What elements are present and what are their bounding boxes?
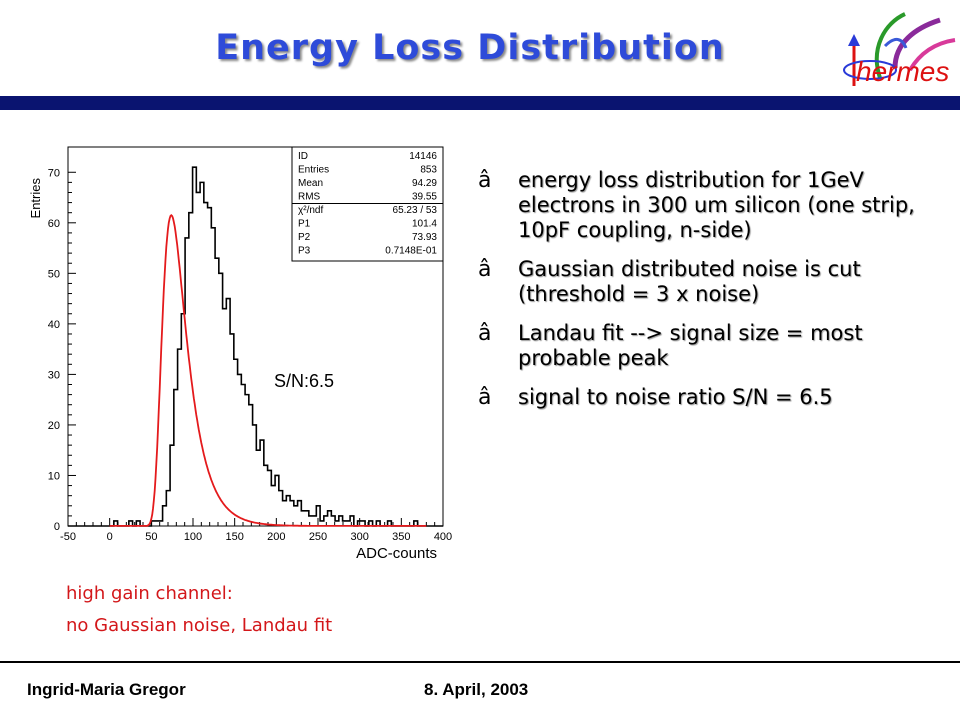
- x-tick-label: 200: [267, 531, 285, 543]
- logo-swoosh-blue: [883, 38, 908, 49]
- bullet-icon: â: [478, 385, 492, 410]
- stats-value: 94.29: [412, 178, 437, 189]
- bullet-icon: â: [478, 168, 492, 193]
- x-tick-label: 250: [309, 531, 327, 543]
- x-axis-label: ADC-counts: [356, 545, 437, 562]
- bullet-icon: â: [478, 321, 492, 346]
- y-tick-label: 40: [48, 319, 60, 331]
- stats-key: ID: [298, 151, 308, 162]
- y-tick-label: 20: [48, 420, 60, 432]
- bullet-item: â signal to noise ratio S/N = 6.5: [478, 385, 938, 410]
- bullet-item: â energy loss distribution for 1GeV elect…: [478, 168, 938, 243]
- stats-key: RMS: [298, 192, 321, 203]
- stats-box: ID 14146 Entries 853 Mean 94.29 RMS 39.55 χ²/ndf…: [291, 146, 444, 262]
- histogram-series: [68, 166, 443, 527]
- y-tick-label: 60: [48, 218, 60, 230]
- stats-value: 65.23 / 53: [393, 205, 438, 216]
- footer-divider: [0, 661, 960, 663]
- x-tick-label: 0: [107, 531, 113, 543]
- bullet-text: Landau fit --> signal size = most probab…: [518, 321, 863, 370]
- y-tick-label: 10: [48, 470, 60, 482]
- header-bar: [0, 96, 960, 110]
- logo-arrowhead: [848, 34, 860, 46]
- caption-line-2: no Gaussian noise, Landau fit: [66, 615, 333, 636]
- x-tick-label: 100: [184, 531, 202, 543]
- logo-swoosh-green: [874, 12, 906, 79]
- footer-date: 8. April, 2003: [424, 680, 529, 699]
- bullet-text: Gaussian distributed noise is cut (thres…: [518, 257, 861, 306]
- footer-author: Ingrid-Maria Gregor: [27, 680, 186, 699]
- x-tick-label: -50: [60, 531, 76, 543]
- sn-annotation: S/N:6.5: [274, 371, 334, 391]
- stats-value: 39.55: [412, 192, 437, 203]
- chart-caption: high gain channel: no Gaussian noise, La…: [66, 578, 332, 642]
- bullet-text: energy loss distribution for 1GeV electr…: [518, 168, 915, 242]
- stats-value: 14146: [409, 151, 437, 162]
- bullet-list: â energy loss distribution for 1GeV elect…: [478, 168, 938, 424]
- x-tick-label: 350: [392, 531, 410, 543]
- logo-swoosh-purple: [892, 17, 941, 69]
- stats-value: 0.7148E-01: [385, 246, 437, 257]
- stats-key: Mean: [298, 178, 323, 189]
- stats-value: 853: [420, 165, 437, 176]
- x-tick-label: 50: [145, 531, 157, 543]
- stats-value: 73.93: [412, 232, 437, 243]
- bullet-icon: â: [478, 257, 492, 282]
- x-tick-label: 400: [434, 531, 452, 543]
- stats-key: P1: [298, 219, 311, 230]
- y-axis-label: Entries: [28, 178, 43, 219]
- landau-fit-curve: [109, 213, 427, 527]
- bullet-item: â Gaussian distributed noise is cut (thre…: [478, 257, 938, 307]
- stats-key: P3: [298, 246, 311, 257]
- y-tick-label: 50: [48, 268, 60, 280]
- y-tick-label: 70: [48, 167, 60, 179]
- y-tick-label: 0: [54, 521, 60, 533]
- x-tick-label: 300: [350, 531, 368, 543]
- stats-key: χ²/ndf: [298, 205, 323, 216]
- logo-ring: [843, 60, 897, 80]
- stats-key: P2: [298, 232, 311, 243]
- slide-title: Energy Loss Distribution: [215, 28, 725, 68]
- y-tick-label: 30: [48, 369, 60, 381]
- stats-value: 101.4: [412, 219, 437, 230]
- logo-swoosh-pink: [908, 38, 956, 72]
- stats-key: Entries: [298, 165, 329, 176]
- caption-line-1: high gain channel:: [66, 583, 233, 604]
- bullet-text: signal to noise ratio S/N = 6.5: [518, 385, 833, 409]
- logo-text: hermes: [856, 56, 950, 87]
- bullet-item: â Landau fit --> signal size = most proba…: [478, 321, 938, 371]
- x-tick-label: 150: [225, 531, 243, 543]
- hermes-logo: [843, 12, 956, 86]
